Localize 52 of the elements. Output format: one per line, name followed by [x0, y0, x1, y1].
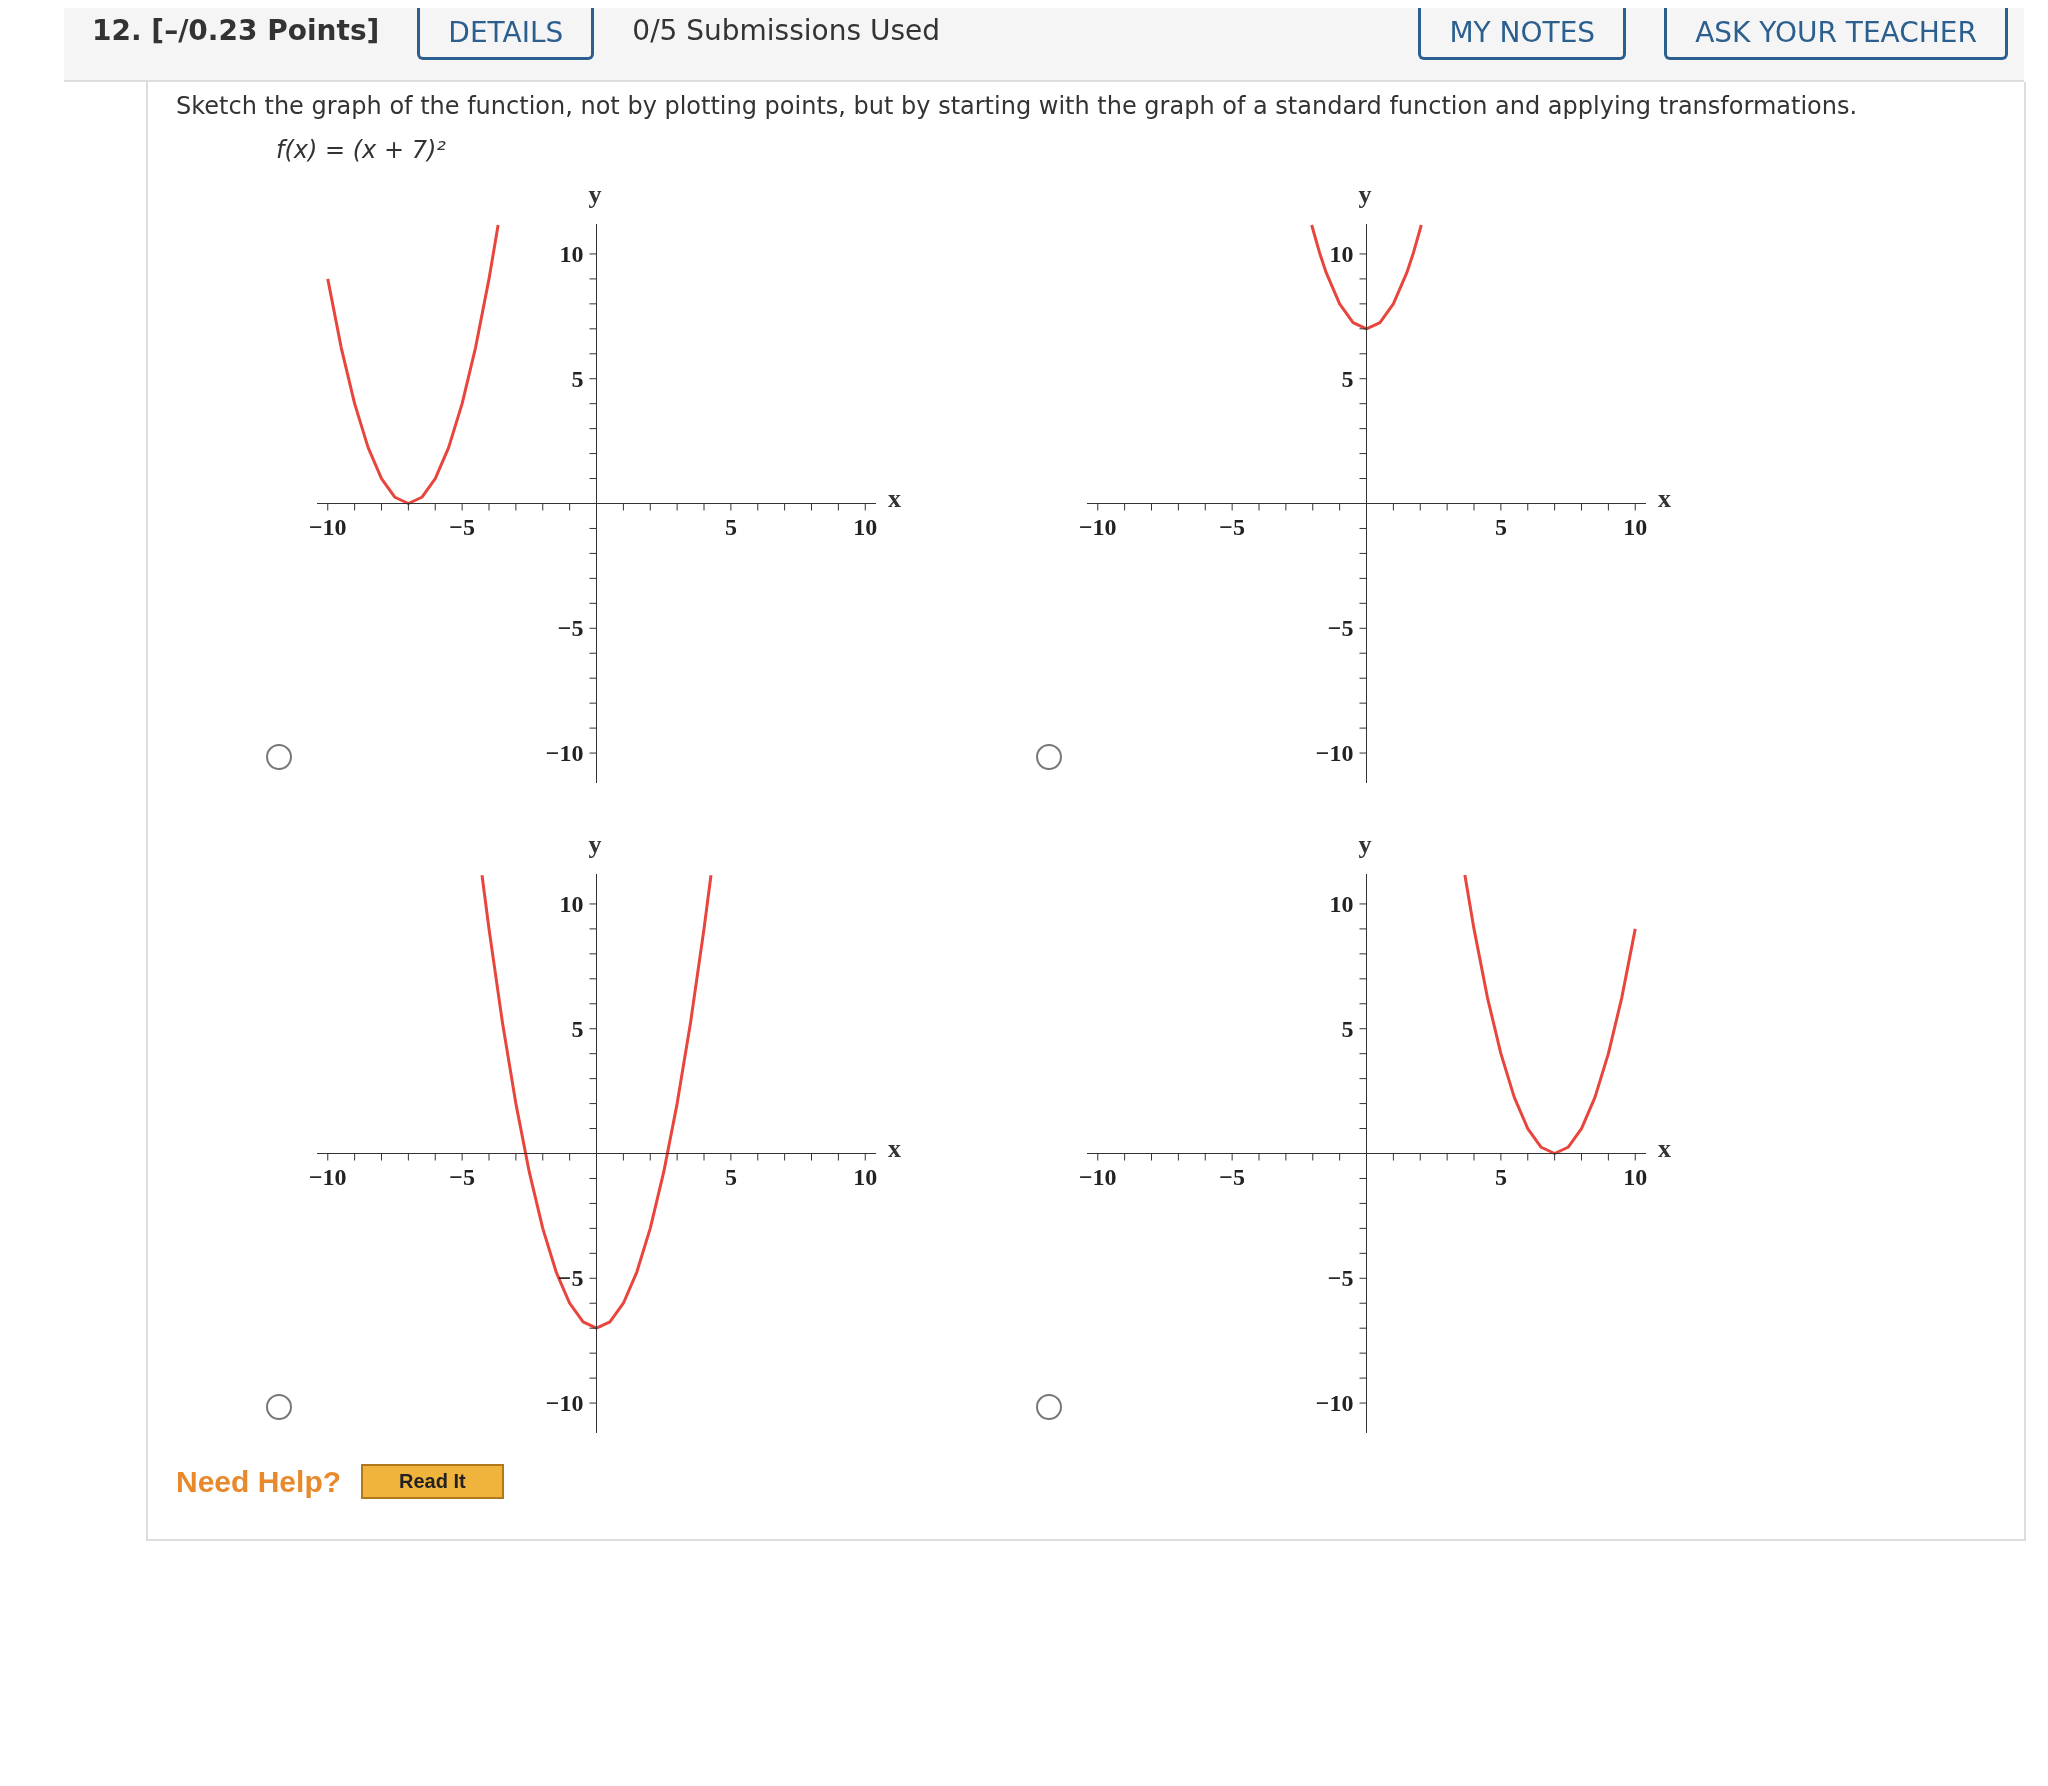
x-tick-label: 5	[1494, 513, 1507, 540]
y-axis-title: y	[588, 180, 602, 210]
y-tick-label: 10	[559, 240, 584, 267]
x-tick-label: 10	[853, 1163, 878, 1190]
x-tick-label: −5	[449, 513, 475, 540]
text: 0/5 Submissions Used	[632, 14, 941, 47]
y-axis-title: y	[588, 830, 602, 860]
text: ASK YOUR TEACHER	[1664, 8, 2008, 60]
x-tick-label: 10	[1623, 513, 1648, 540]
text: DETAILS	[417, 8, 595, 60]
x-axis-title: x	[1658, 1133, 1671, 1164]
y-tick-label: 5	[1341, 1015, 1354, 1042]
x-tick-label: −10	[1078, 1163, 1117, 1190]
text: Sketch the graph of the function, not by plotting points, but by starting with the graph of a standard function and applying transformations.	[176, 92, 1859, 120]
text: Need Help?	[176, 1464, 342, 1499]
y-tick-label: −10	[1315, 1390, 1354, 1417]
y-tick-label: 10	[559, 890, 584, 917]
x-tick-label: 5	[724, 1163, 737, 1190]
y-tick-label: −5	[557, 615, 584, 642]
x-tick-label: −5	[1219, 513, 1245, 540]
line-series	[1463, 874, 1637, 1155]
x-tick-label: 10	[1623, 1163, 1648, 1190]
x-tick-label: −5	[1219, 1163, 1245, 1190]
x-tick-label: −10	[308, 1163, 347, 1190]
line-series	[1310, 224, 1423, 331]
y-tick-label: 10	[1329, 890, 1354, 917]
line-series	[326, 224, 500, 505]
x-tick-label: 10	[853, 513, 878, 540]
text: Read It	[361, 1464, 504, 1499]
y-tick-label: 10	[1329, 240, 1354, 267]
x-axis-title: x	[1658, 483, 1671, 514]
x-tick-label: −5	[449, 1163, 475, 1190]
chart-subtitle: f(x) = (x + 7)²	[276, 136, 447, 164]
text: 12. [–/0.23 Points]	[92, 14, 380, 47]
y-tick-label: −10	[545, 1390, 584, 1417]
x-axis-title: x	[888, 1133, 901, 1164]
y-tick-label: 5	[571, 365, 584, 392]
y-axis-title: y	[1358, 830, 1372, 860]
y-axis-title: y	[1358, 180, 1372, 210]
text: MY NOTES	[1418, 8, 1627, 60]
y-tick-label: −10	[1315, 740, 1354, 767]
x-tick-label: −10	[1078, 513, 1117, 540]
x-axis-title: x	[888, 483, 901, 514]
y-tick-label: 5	[1341, 365, 1354, 392]
line-series	[480, 874, 713, 1330]
x-tick-label: −10	[308, 513, 347, 540]
y-tick-label: −5	[1327, 615, 1354, 642]
y-tick-label: 5	[571, 1015, 584, 1042]
x-tick-label: 5	[1494, 1163, 1507, 1190]
y-tick-label: −5	[1327, 1265, 1354, 1292]
x-tick-label: 5	[724, 513, 737, 540]
y-tick-label: −10	[545, 740, 584, 767]
